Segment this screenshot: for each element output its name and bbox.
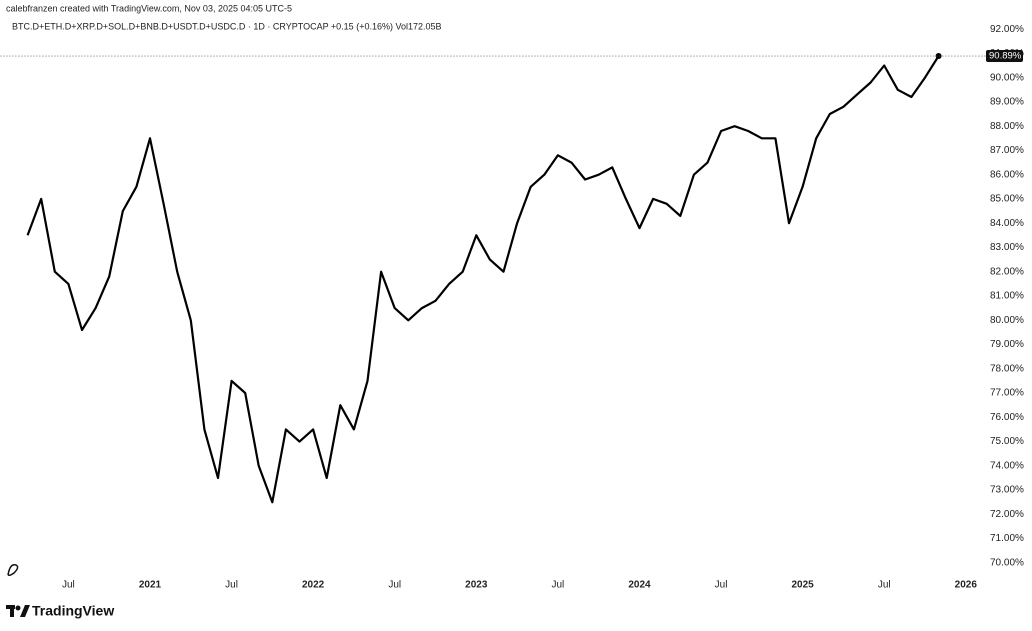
y-tick-label: 79.00% bbox=[990, 339, 1024, 350]
x-tick-label: Jul bbox=[551, 580, 564, 591]
y-tick-label: 73.00% bbox=[990, 485, 1024, 496]
x-tick-label: Jul bbox=[715, 580, 728, 591]
x-tick-label: 2021 bbox=[139, 580, 162, 591]
x-tick-label: Jul bbox=[62, 580, 75, 591]
draw-icon bbox=[7, 563, 19, 576]
y-tick-label: 89.00% bbox=[990, 97, 1024, 108]
logo bbox=[6, 605, 30, 617]
last-point bbox=[935, 53, 942, 60]
x-tick-label: 2023 bbox=[465, 580, 488, 591]
brand: TradingView bbox=[32, 603, 114, 619]
y-tick-label: 83.00% bbox=[990, 242, 1024, 253]
x-tick-label: Jul bbox=[225, 580, 238, 591]
y-tick-label: 78.00% bbox=[990, 363, 1024, 374]
last-price-box bbox=[986, 50, 1023, 63]
y-tick-label: 70.00% bbox=[990, 558, 1024, 569]
last-price-label: 90.89% bbox=[989, 51, 1022, 62]
attribution: calebfranzen created with TradingView.co… bbox=[6, 3, 292, 13]
x-tick-label: 2025 bbox=[792, 580, 815, 591]
y-tick-label: 80.00% bbox=[990, 315, 1024, 326]
y-tick-label: 81.00% bbox=[990, 291, 1024, 302]
x-tick-label: 2024 bbox=[628, 580, 651, 591]
x-tick-label: 2026 bbox=[955, 580, 978, 591]
x-tick-label: Jul bbox=[388, 580, 401, 591]
y-tick-label: 84.00% bbox=[990, 218, 1024, 229]
series-line bbox=[26, 55, 940, 504]
y-tick-label: 87.00% bbox=[990, 145, 1024, 156]
y-tick-label: 72.00% bbox=[990, 509, 1024, 520]
y-tick-label: 77.00% bbox=[990, 388, 1024, 399]
y-tick-label: 76.00% bbox=[990, 412, 1024, 423]
y-tick-label: 85.00% bbox=[990, 194, 1024, 205]
y-tick-label: 86.00% bbox=[990, 169, 1024, 180]
x-tick-label: 2022 bbox=[302, 580, 325, 591]
y-tick-label: 71.00% bbox=[990, 533, 1024, 544]
y-tick-label: 88.00% bbox=[990, 121, 1024, 132]
y-tick-label: 75.00% bbox=[990, 436, 1024, 447]
x-tick-label: Jul bbox=[878, 580, 891, 591]
y-tick-label: 90.00% bbox=[990, 72, 1024, 83]
y-tick-label: 74.00% bbox=[990, 460, 1024, 471]
y-tick-label: 82.00% bbox=[990, 266, 1024, 277]
chart-title: BTC.D+ETH.D+XRP.D+SOL.D+BNB.D+USDT.D+USD… bbox=[12, 21, 442, 31]
y-tick-label: 92.00% bbox=[990, 24, 1024, 35]
